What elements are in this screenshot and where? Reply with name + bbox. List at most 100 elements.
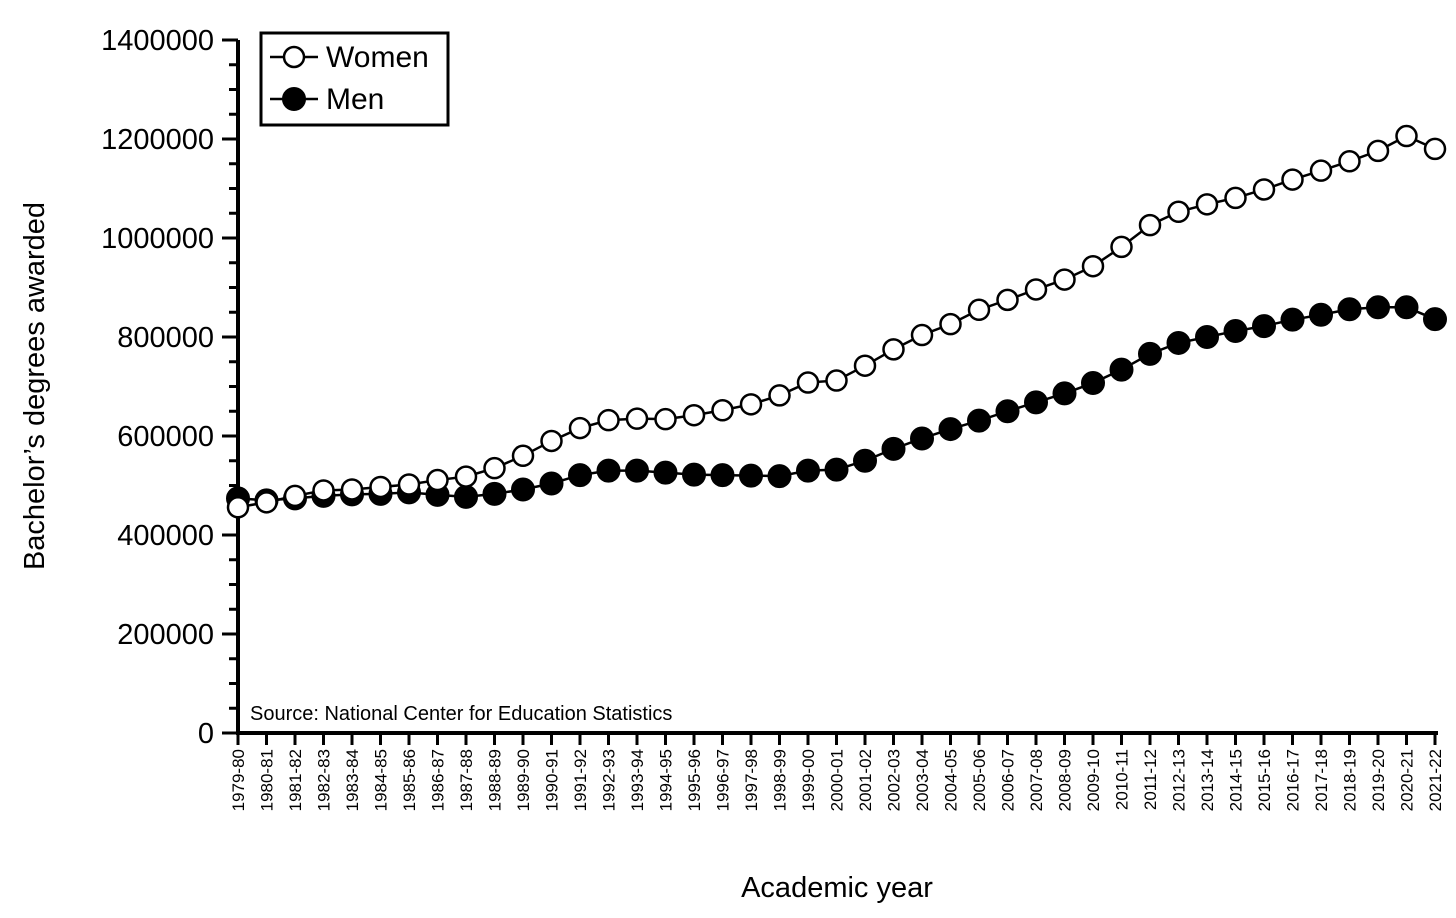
data-point-women: [768, 384, 791, 407]
legend-women-label: Women: [326, 41, 429, 74]
x-tick-label: 2007-08: [1027, 749, 1046, 811]
data-point-women: [996, 288, 1019, 312]
data-point-women: [1167, 200, 1190, 224]
data-point-men: [1052, 381, 1077, 406]
data-point-women: [454, 465, 478, 488]
data-point-men: [1024, 390, 1048, 415]
x-tick-label: 1985-86: [400, 749, 419, 811]
data-point-women: [796, 371, 820, 394]
x-tick-label: 1987-88: [457, 749, 476, 811]
x-tick-label: 1993-94: [628, 749, 647, 811]
x-tick-label: 1984-85: [372, 749, 391, 811]
data-point-men: [767, 464, 792, 489]
legend-men-label: Men: [326, 83, 384, 116]
data-point-women: [1195, 193, 1219, 216]
data-point-women: [711, 399, 734, 422]
data-point-men: [1223, 319, 1248, 344]
x-tick-label: 2000-01: [828, 749, 847, 811]
y-tick-label: 1000000: [101, 223, 214, 255]
x-tick-label: 1995-96: [685, 749, 704, 811]
data-point-women: [1309, 159, 1333, 182]
data-point-men: [1195, 325, 1219, 349]
x-tick-label: 2021-22: [1426, 749, 1445, 811]
x-tick-label: 1981-82: [286, 749, 305, 811]
x-tick-label: 2005-06: [970, 749, 989, 811]
x-tick-label: 1992-93: [600, 749, 619, 811]
x-tick-label: 2011-12: [1141, 749, 1160, 810]
y-tick-label: 600000: [117, 421, 214, 453]
data-point-women: [682, 403, 706, 427]
data-point-women: [369, 475, 392, 499]
data-point-men: [1081, 371, 1105, 396]
data-point-men: [596, 458, 621, 483]
data-point-women: [1024, 278, 1048, 301]
data-point-women: [939, 312, 962, 336]
data-point-women: [483, 456, 506, 480]
y-tick-label: 400000: [117, 520, 214, 552]
data-point-women: [540, 429, 563, 453]
data-point-women: [1081, 254, 1105, 278]
data-point-women: [283, 484, 307, 508]
data-point-women: [825, 369, 848, 392]
data-point-women: [1053, 268, 1076, 291]
data-point-men: [910, 426, 934, 451]
data-point-men: [938, 417, 963, 442]
data-point-women: [568, 416, 592, 440]
data-point-men: [482, 481, 507, 506]
series-layer: [226, 124, 1447, 519]
data-point-men: [853, 448, 877, 473]
x-tick-label: 2016-17: [1284, 749, 1303, 811]
y-tick-label: 1200000: [101, 124, 214, 156]
x-tick-label: 1989-90: [514, 749, 533, 811]
data-point-women: [1281, 168, 1304, 191]
x-tick-label: 2006-07: [999, 749, 1018, 811]
data-point-men: [653, 460, 678, 485]
x-tick-label: 1991-92: [571, 749, 590, 811]
x-tick-label: 2012-13: [1170, 749, 1189, 811]
x-tick-label: 2014-15: [1227, 749, 1246, 811]
x-tick-label: 1996-97: [714, 749, 733, 811]
data-point-women: [1138, 213, 1162, 237]
source-annotation: Source: National Center for Education St…: [250, 703, 672, 725]
data-point-men: [1109, 357, 1134, 382]
x-tick-label: 2010-11: [1113, 749, 1132, 810]
data-point-women: [426, 468, 449, 492]
data-point-men: [1280, 307, 1305, 332]
x-tick-label: 2017-18: [1312, 749, 1331, 811]
x-tick-label: 2002-03: [885, 749, 904, 811]
data-point-men: [539, 471, 564, 496]
data-point-women: [1395, 124, 1418, 148]
x-axis-title: Academic year: [741, 872, 933, 904]
data-point-women: [853, 354, 877, 377]
x-tick-label: 1979-80: [229, 749, 248, 811]
data-point-men: [796, 458, 820, 483]
data-point-women: [226, 496, 250, 519]
legend: Women Men: [259, 31, 450, 127]
x-tick-label: 1990-91: [543, 749, 562, 811]
data-point-men: [1394, 295, 1419, 320]
data-point-men: [1423, 307, 1447, 332]
x-tick-label: 2015-16: [1255, 749, 1274, 811]
x-tick-label: 1982-83: [315, 749, 334, 811]
data-point-women: [1423, 137, 1447, 161]
x-tick-label: 1999-00: [799, 749, 818, 811]
x-tick-label: 1983-84: [343, 749, 362, 811]
x-tick-label: 2019-20: [1369, 749, 1388, 811]
data-point-men: [739, 463, 763, 488]
x-tick-label: 2018-19: [1341, 749, 1360, 811]
data-point-women: [1366, 139, 1390, 163]
data-point-women: [397, 473, 421, 496]
y-axis-title: Bachelor’s degrees awarded: [19, 202, 51, 570]
data-point-women: [312, 479, 335, 502]
data-point-men: [1337, 297, 1362, 322]
data-point-women: [1110, 235, 1133, 259]
x-tick-label: 1994-95: [657, 749, 676, 811]
x-tick-label: 2020-21: [1398, 749, 1417, 811]
x-tick-label: 1998-99: [771, 749, 790, 811]
x-tick-label: 2009-10: [1084, 749, 1103, 811]
data-point-women: [1338, 150, 1361, 173]
y-tick-label: 1400000: [101, 25, 214, 57]
data-point-women: [597, 408, 620, 432]
y-axis-ticks: 0 200000 400000 600000 800000 1000000 1200000 1…: [101, 25, 238, 750]
